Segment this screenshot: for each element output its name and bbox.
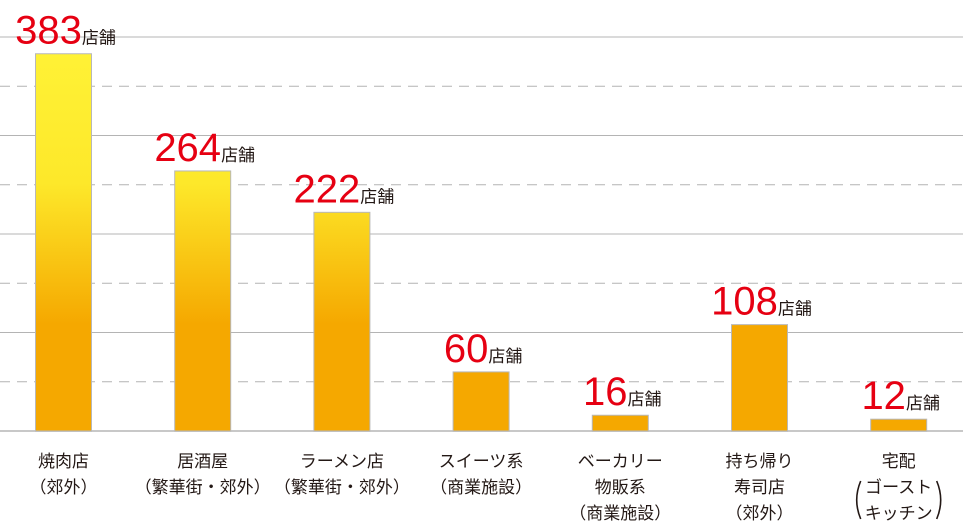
bar (731, 324, 788, 432)
value-unit: 店舗 (221, 146, 255, 166)
value-unit: 店舗 (360, 187, 394, 207)
category-label: 物販系 (595, 478, 646, 498)
category-label: キッチン (865, 504, 933, 524)
category-label: （繁華街・郊外） (274, 478, 410, 498)
value-unit: 店舗 (778, 300, 812, 320)
value-label: 222店舗 (294, 167, 395, 211)
bar (452, 371, 510, 432)
value-number: 264 (154, 126, 221, 170)
bar (35, 53, 92, 432)
value-label: 108店舗 (711, 280, 812, 324)
category-label: （商業施設） (430, 478, 532, 498)
category-label: 居酒屋 (177, 452, 228, 472)
value-number: 12 (861, 374, 906, 418)
value-number: 383 (15, 9, 82, 53)
value-number: 222 (294, 167, 361, 211)
value-number: 60 (444, 327, 489, 371)
category-label: 焼肉店 (38, 452, 89, 472)
category-label: ベーカリー (578, 452, 663, 472)
category-label: スイーツ系 (439, 452, 524, 472)
bracket-right (935, 480, 942, 520)
value-unit: 店舗 (488, 347, 522, 367)
category-label: ゴースト (865, 477, 932, 498)
value-label: 60店舗 (444, 327, 522, 371)
value-label: 264店舗 (154, 126, 255, 170)
value-label: 16店舗 (583, 370, 662, 414)
value-unit: 店舗 (628, 390, 662, 410)
category-label: 持ち帰り (726, 452, 794, 472)
value-unit: 店舗 (906, 394, 940, 414)
value-label: 383店舗 (15, 9, 116, 53)
category-label: （繁華街・郊外） (135, 478, 271, 498)
bar (591, 414, 649, 432)
bar (870, 418, 928, 432)
value-label: 12店舗 (861, 374, 940, 418)
category-label: （郊外） (30, 478, 98, 498)
category-label: （郊外） (726, 504, 794, 524)
bar (313, 211, 371, 432)
bracket-left (855, 480, 862, 520)
category-label: 宅配 (882, 452, 916, 472)
value-number: 16 (583, 370, 628, 414)
category-label: （商業施設） (569, 504, 671, 524)
value-number: 108 (711, 280, 778, 324)
category-label: 寿司店 (734, 478, 785, 498)
category-label: ラーメン店 (300, 452, 384, 472)
value-unit: 店舗 (82, 29, 116, 49)
bar (174, 170, 232, 432)
